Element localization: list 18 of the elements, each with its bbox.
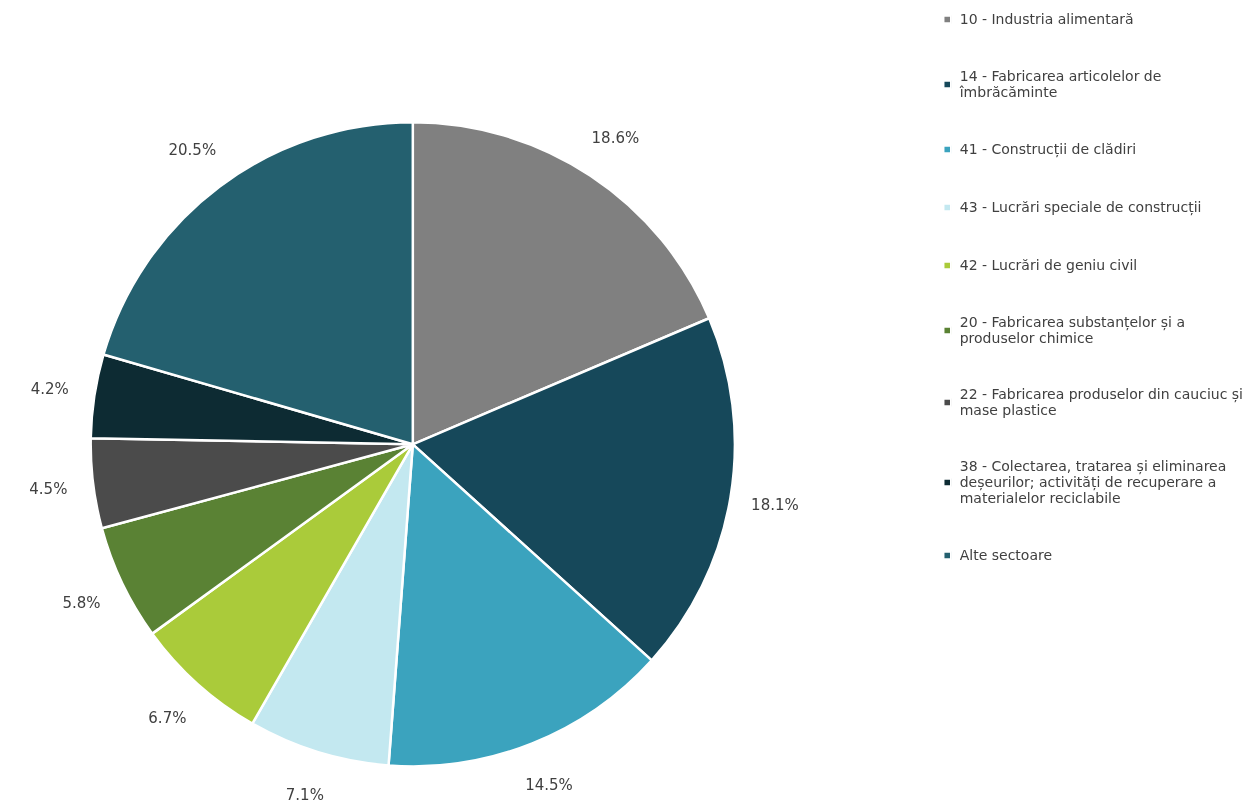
data-label: 7.1% [285,786,324,805]
data-label: 18.1% [751,496,799,515]
legend-label: 43 - Lucrări speciale de construcții [959,198,1202,216]
data-label: 20.5% [168,141,217,160]
legend-label: Alte sectoare [959,546,1053,564]
data-label: 6.7% [148,708,187,727]
legend-label: 41 - Construcții de clădiri [959,140,1137,158]
data-label: 18.6% [591,128,640,147]
data-label: 5.8% [62,593,101,612]
legend-label: 22 - Fabricarea produselor din cauciuc și mase plastice [959,386,1243,418]
legend-label: 38 - Colectarea, tratarea și eliminarea deșeurilor; activități de recuperare a materialelor reciclabile [959,458,1227,506]
data-label: 4.2% [30,380,69,399]
legend-label: 20 - Fabricarea substanțelor și a produselor chimice [959,314,1185,346]
legend-label: 42 - Lucrări de geniu civil [959,256,1138,274]
legend-label: 14 - Fabricarea articolelor de îmbrăcăminte [959,68,1162,100]
legend-label: 10 - Industria alimentară [959,10,1134,28]
data-label: 14.5% [525,776,573,795]
data-label: 4.5% [29,480,68,499]
